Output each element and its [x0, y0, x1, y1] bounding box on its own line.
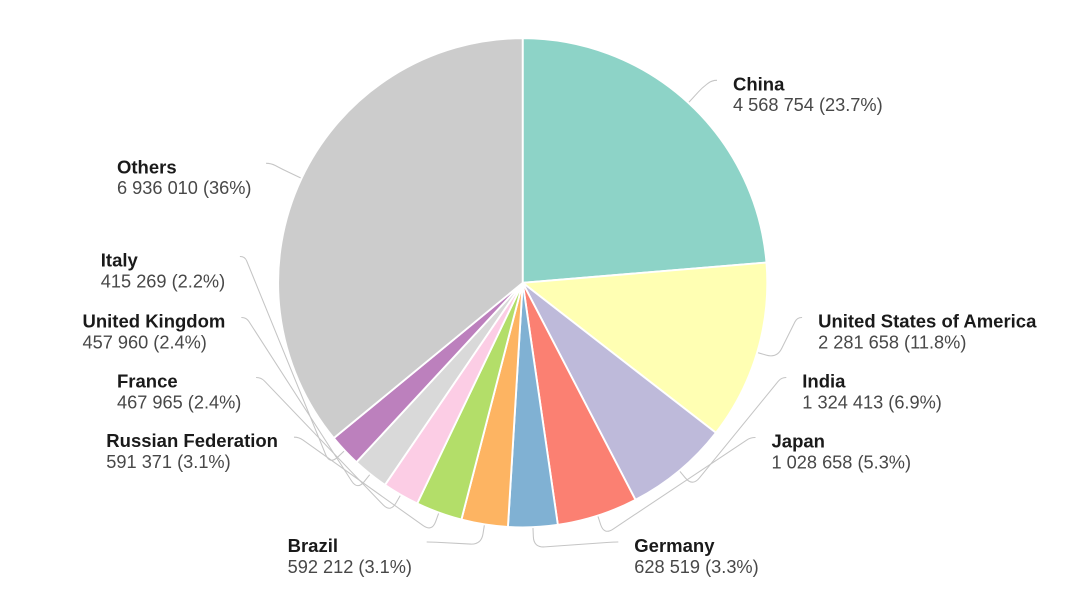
svg-text:628 519 (3.3%): 628 519 (3.3%) — [634, 557, 758, 577]
svg-text:United States of America: United States of America — [818, 311, 1037, 332]
svg-text:415 269 (2.2%): 415 269 (2.2%) — [101, 271, 225, 291]
svg-text:591 371 (3.1%): 591 371 (3.1%) — [106, 452, 230, 472]
svg-text:6 936 010 (36%): 6 936 010 (36%) — [117, 178, 251, 198]
svg-text:Others: Others — [117, 156, 177, 177]
svg-text:China: China — [733, 73, 785, 94]
svg-text:592 212 (3.1%): 592 212 (3.1%) — [288, 557, 412, 577]
svg-text:467 965 (2.4%): 467 965 (2.4%) — [117, 392, 241, 412]
svg-text:France: France — [117, 371, 178, 392]
svg-text:United Kingdom: United Kingdom — [83, 311, 226, 332]
svg-text:457 960 (2.4%): 457 960 (2.4%) — [83, 332, 207, 352]
svg-text:Germany: Germany — [634, 535, 715, 556]
svg-text:1 324 413 (6.9%): 1 324 413 (6.9%) — [802, 392, 942, 412]
svg-text:Japan: Japan — [772, 431, 825, 452]
svg-text:2 281 658 (11.8%): 2 281 658 (11.8%) — [818, 332, 966, 352]
svg-text:Italy: Italy — [101, 250, 139, 271]
svg-text:4 568 754 (23.7%): 4 568 754 (23.7%) — [733, 95, 883, 115]
svg-text:1 028 658 (5.3%): 1 028 658 (5.3%) — [772, 452, 912, 472]
svg-text:India: India — [802, 371, 846, 392]
svg-text:Brazil: Brazil — [288, 535, 338, 556]
svg-text:Russian Federation: Russian Federation — [106, 430, 278, 451]
